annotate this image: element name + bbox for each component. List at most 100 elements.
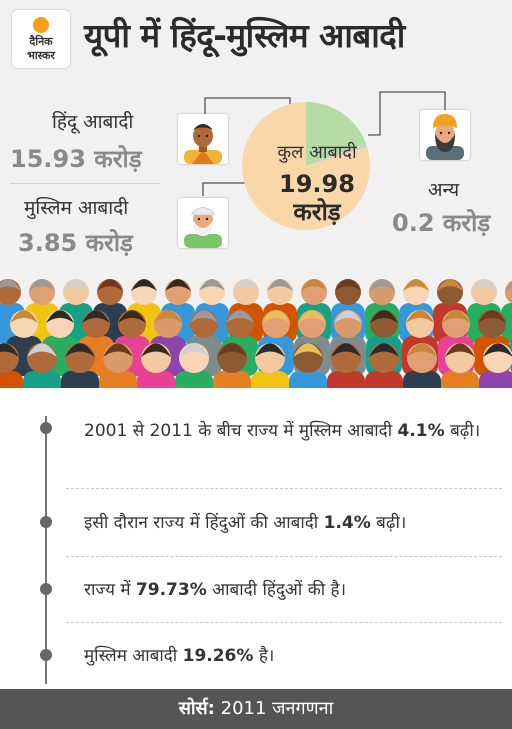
bullet-dot [40,422,52,434]
person-hair [65,343,95,357]
fact-divider [66,556,502,557]
person-body [365,371,403,388]
source-label: सोर्स: [178,698,215,719]
person-hair [334,310,362,323]
person-hair [131,279,157,291]
person-hair [63,279,89,291]
fact-item: 2001 से 2011 के बीच राज्य में मुस्लिम आब… [84,418,484,444]
person-body [251,371,289,388]
fact-highlight: 79.73% [135,580,207,600]
other-avatar-icon [420,110,470,160]
person-hair [141,343,171,357]
fact-text-end: बढ़ी। [444,421,481,441]
person-hair [233,279,259,291]
person-hair [10,310,38,323]
person-body [175,371,213,388]
person-body [479,371,512,388]
page-title: यूपी में हिंदू-मुस्लिम आबादी [84,16,405,55]
fact-highlight: 19.26% [182,646,254,666]
brand-line-2: भास्कर [27,49,55,62]
person-hair [298,310,326,323]
person-hair [179,343,209,357]
bullet-dot [40,516,52,528]
person-body [137,371,175,388]
person-hair [483,343,512,357]
person-body [99,371,137,388]
crowd-illustration [0,279,512,388]
person-hair [331,343,361,357]
total-unit: करोड़ [293,198,341,226]
fact-text: 2001 से 2011 के बीच राज्य में मुस्लिम आब… [84,421,393,441]
source-text: 2011 जनगणना [214,698,334,719]
person-body [0,371,23,388]
brand-logo: दैनिक भास्कर [12,10,70,68]
person-body [327,371,365,388]
person-hair [82,310,110,323]
fact-text-end: बढ़ी। [370,513,407,533]
total-number: 19.98 [279,170,355,198]
sun-icon [33,17,49,33]
person-hair [27,343,57,357]
fact-item: मुस्लिम आबादी 19.26% है। [84,643,504,669]
person-hair [0,279,21,291]
person-hair [262,310,290,323]
person-hair [97,279,123,291]
person-hair [29,279,55,291]
fact-text: मुस्लिम आबादी [84,646,183,666]
person-hair [370,310,398,323]
person-hair [293,343,323,357]
pie-slice [306,143,368,166]
person-hair [267,279,293,291]
fact-highlight: 1.4% [323,513,371,533]
person-hair [0,343,19,357]
person-hair [369,343,399,357]
muslim-label: मुस्लिम आबादी [24,197,129,219]
fact-divider [66,488,502,489]
fact-divider [66,622,502,623]
person-hair [406,310,434,323]
label-divider [10,183,160,184]
hindu-avatar-icon [178,114,228,164]
person-body [61,371,99,388]
fact-text: इसी दौरान राज्य में हिंदुओं की आबादी [84,513,324,533]
person-hair [165,279,191,291]
other-value: 0.2 करोड़ [392,209,491,237]
person-hair [217,343,247,357]
person-hair [226,310,254,323]
fact-text: राज्य में [84,580,136,600]
hindu-value: 15.93 करोड़ [10,145,142,173]
muslim-avatar-icon [178,198,228,248]
fact-item: राज्य में 79.73% आबादी हिंदुओं की है। [84,577,504,603]
person-hair [445,343,475,357]
person-hair [442,310,470,323]
other-label: अन्य [428,179,460,201]
person-body [289,371,327,388]
pie-slice [242,102,370,230]
timeline-line [45,416,47,684]
muslim-value: 3.85 करोड़ [18,229,133,257]
person-hair [403,279,429,291]
bullet-dot [40,649,52,661]
person-hair [154,310,182,323]
person-hair [103,343,133,357]
person-hair [471,279,497,291]
hindu-label: हिंदू आबादी [52,111,134,133]
fact-item: इसी दौरान राज्य में हिंदुओं की आबादी 1.4… [84,510,504,536]
brand-line-1: दैनिक [29,35,53,48]
total-label: कुल आबादी [277,142,357,163]
person-hair [301,279,327,291]
person-hair [46,310,74,323]
source-footer: सोर्स: 2011 जनगणना [0,689,512,729]
pie-slice [306,102,366,166]
person-body [23,371,61,388]
bullet-dot [40,583,52,595]
person-hair [118,310,146,323]
facts-list: 2001 से 2011 के बीच राज्य में मुस्लिम आब… [0,388,512,689]
person-hair [199,279,225,291]
population-pie-chart [242,102,370,230]
total-value: 19.98 करोड़ [262,170,372,226]
person-hair [190,310,218,323]
person-body [403,371,441,388]
person-hair [437,279,463,291]
fact-highlight: 4.1% [397,421,445,441]
